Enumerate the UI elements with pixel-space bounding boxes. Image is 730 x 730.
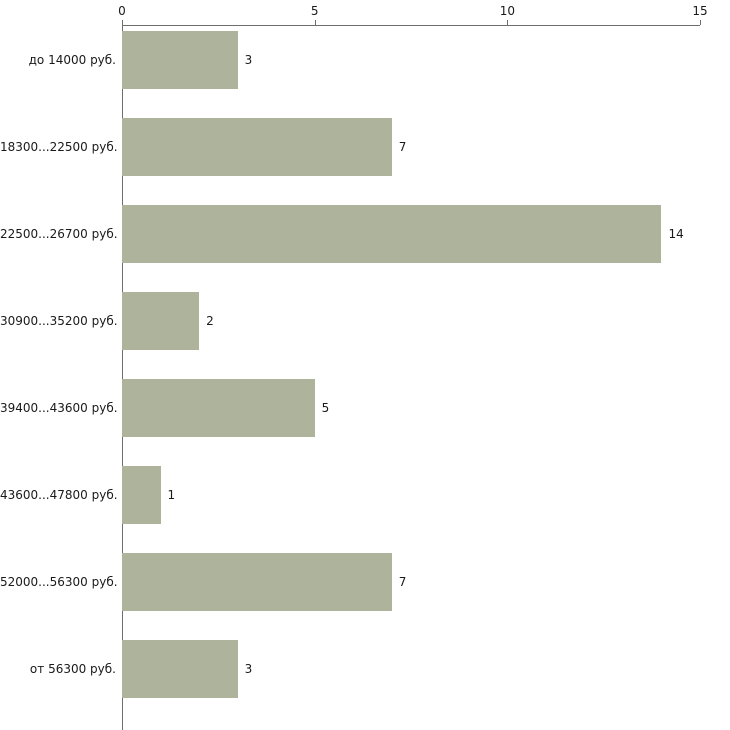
- category-label: 22500...26700 руб.: [0, 226, 118, 241]
- x-axis-line: [122, 25, 700, 26]
- x-tick-label: 0: [118, 4, 126, 18]
- bar: [122, 639, 238, 698]
- bar-track: 3: [122, 30, 700, 89]
- x-tick-mark: [700, 20, 701, 25]
- bar-track: 1: [122, 465, 700, 524]
- bar: [122, 378, 315, 437]
- value-label: 5: [321, 400, 330, 415]
- category-label: 39400...43600 руб.: [0, 400, 118, 415]
- bar-rows: до 14000 руб. 3 18300...22500 руб. 7 22500..…: [0, 16, 730, 712]
- bar-track: 5: [122, 378, 700, 437]
- bar-row: 22500...26700 руб. 14: [0, 190, 730, 277]
- x-tick-label: 10: [499, 4, 515, 18]
- y-axis-line: [122, 25, 123, 730]
- category-label: 43600...47800 руб.: [0, 487, 118, 502]
- bar-track: 7: [122, 552, 700, 611]
- category-label: 18300...22500 руб.: [0, 139, 118, 154]
- bar-track: 7: [122, 117, 700, 176]
- bar: [122, 465, 161, 524]
- category-label: 30900...35200 руб.: [0, 313, 118, 328]
- bar-row: от 56300 руб. 3: [0, 625, 730, 712]
- x-tick-label: 5: [310, 4, 319, 18]
- bar-row: до 14000 руб. 3: [0, 16, 730, 103]
- bar-row: 18300...22500 руб. 7: [0, 103, 730, 190]
- x-tick-label: 15: [692, 4, 708, 18]
- value-label: 7: [398, 574, 407, 589]
- category-label: до 14000 руб.: [28, 52, 116, 67]
- bar-row: 43600...47800 руб. 1: [0, 451, 730, 538]
- category-label: 52000...56300 руб.: [0, 574, 118, 589]
- bar: [122, 30, 238, 89]
- bar-track: 2: [122, 291, 700, 350]
- value-label: 3: [244, 661, 253, 676]
- bar: [122, 291, 200, 350]
- value-label: 2: [206, 313, 214, 328]
- value-label: 14: [668, 226, 684, 241]
- bar: [122, 204, 662, 263]
- x-tick-mark: [507, 20, 509, 25]
- value-label: 3: [244, 52, 253, 67]
- x-tick-mark: [122, 20, 123, 25]
- bar-row: 39400...43600 руб. 5: [0, 364, 730, 451]
- bar-row: 30900...35200 руб. 2: [0, 277, 730, 364]
- value-label: 1: [167, 487, 176, 502]
- bar-row: 52000...56300 руб. 7: [0, 538, 730, 625]
- bar-track: 3: [122, 639, 700, 698]
- category-label: от 56300 руб.: [29, 661, 116, 676]
- x-tick-mark: [314, 20, 316, 25]
- bar: [122, 117, 392, 176]
- value-label: 7: [398, 139, 407, 154]
- bar-track: 14: [122, 204, 700, 263]
- bar: [122, 552, 392, 611]
